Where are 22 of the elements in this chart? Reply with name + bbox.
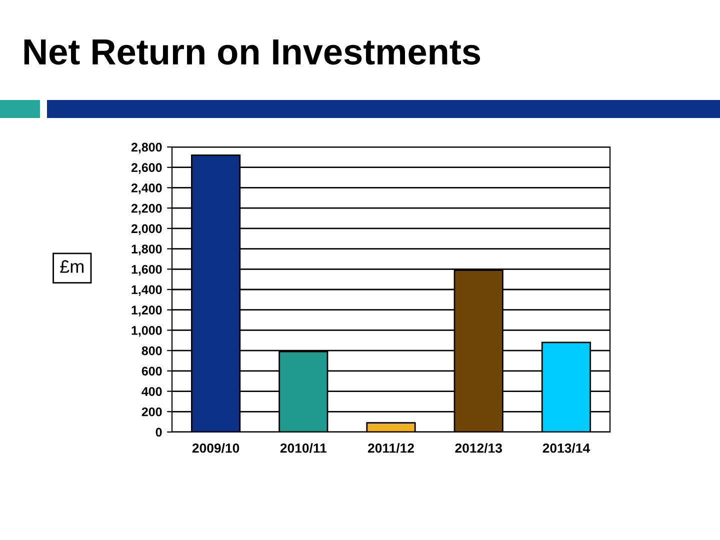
y-tick-label: 1,600	[132, 264, 162, 276]
y-tick-label: 2,200	[131, 204, 162, 215]
y-tick-label: 1,200	[132, 306, 162, 316]
y-tick-label: 400	[142, 387, 162, 396]
y-tick-label: 600	[142, 366, 162, 376]
y-tick-label: 1,400	[132, 285, 162, 296]
y-tick-label: 2,400	[131, 184, 162, 194]
x-tick-label: 2010/11	[280, 443, 327, 453]
x-tick-label: 2011/12	[368, 443, 414, 453]
y-tick-label: 200	[142, 407, 162, 416]
y-tick-label: 2,000	[131, 224, 162, 235]
x-tick-label: 2013/14	[542, 443, 590, 453]
y-tick-label: 800	[142, 346, 162, 356]
y-tick-label: 0	[156, 428, 162, 437]
chart-title: Net Return on Investments	[24, 39, 480, 65]
y-axis-title: £m	[60, 260, 84, 273]
y-tick-label: 1,000	[132, 326, 162, 337]
y-tick-label: 2,600	[131, 163, 162, 174]
x-tick-label: 2009/10	[192, 443, 240, 453]
x-tick-label: 2012/13	[455, 443, 502, 453]
y-tick-label: 2,800	[131, 142, 162, 154]
y-tick-label: 1,800	[132, 244, 162, 256]
